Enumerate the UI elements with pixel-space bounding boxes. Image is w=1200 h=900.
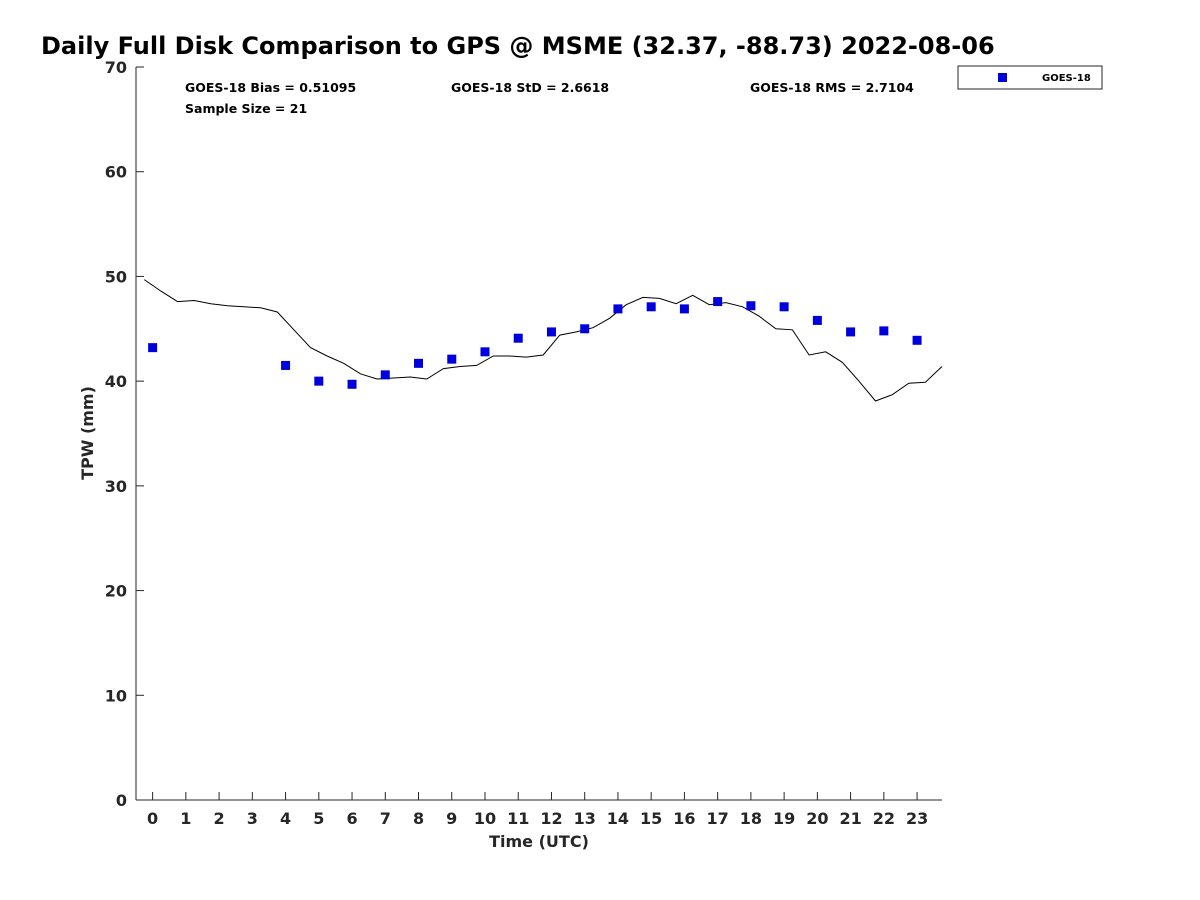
stat-std: GOES-18 StD = 2.6618 <box>451 80 609 95</box>
x-tick-label: 9 <box>446 809 457 828</box>
goes18-point <box>480 347 490 357</box>
goes18-point <box>746 301 756 311</box>
goes18-point <box>414 358 424 368</box>
goes18-point <box>281 360 291 370</box>
goes18-point <box>613 304 623 314</box>
x-axis-label: Time (UTC) <box>489 832 589 851</box>
x-tick-label: 7 <box>380 809 391 828</box>
y-tick-label: 0 <box>116 791 127 810</box>
goes18-point <box>912 335 922 345</box>
x-ticks: 0 1 2 3 4 5 6 7 8 9 10 11 12 13 14 15 16 17 18 19 20 21 22 23 <box>147 792 928 828</box>
x-tick-label: 13 <box>574 809 596 828</box>
stat-rms: GOES-18 RMS = 2.7104 <box>750 80 914 95</box>
goes18-point <box>347 379 357 389</box>
x-tick-label: 11 <box>507 809 529 828</box>
goes18-point <box>812 315 822 325</box>
chart-title: Daily Full Disk Comparison to GPS @ MSME… <box>41 32 995 60</box>
y-tick-label: 40 <box>105 372 127 391</box>
x-tick-label: 2 <box>214 809 225 828</box>
goes18-point <box>314 376 324 386</box>
x-tick-label: 23 <box>906 809 928 828</box>
x-tick-label: 20 <box>806 809 828 828</box>
y-tick-label: 50 <box>105 267 127 286</box>
x-tick-label: 15 <box>640 809 662 828</box>
goes18-point <box>879 326 889 336</box>
stat-bias: GOES-18 Bias = 0.51095 <box>185 80 356 95</box>
y-tick-label: 10 <box>105 686 127 705</box>
legend-label-goes18: GOES-18 <box>1042 73 1091 84</box>
x-tick-label: 19 <box>773 809 795 828</box>
x-tick-label: 6 <box>346 809 357 828</box>
y-ticks: 0 10 20 30 40 50 60 70 <box>105 58 144 810</box>
x-tick-label: 21 <box>839 809 861 828</box>
stat-sample-size: Sample Size = 21 <box>185 101 307 116</box>
x-tick-label: 4 <box>280 809 291 828</box>
goes18-point <box>779 302 789 312</box>
goes18-point <box>380 370 390 380</box>
goes18-point <box>148 343 158 353</box>
x-tick-label: 0 <box>147 809 158 828</box>
y-axis-label: TPW (mm) <box>78 386 97 480</box>
goes18-point <box>846 327 856 337</box>
legend-box <box>957 65 1103 90</box>
x-tick-label: 22 <box>873 809 895 828</box>
y-tick-label: 20 <box>105 582 127 601</box>
gps-line-layer <box>144 279 943 402</box>
x-tick-label: 3 <box>247 809 258 828</box>
x-tick-label: 8 <box>413 809 424 828</box>
x-tick-label: 16 <box>673 809 695 828</box>
goes18-point <box>679 304 689 314</box>
goes18-point <box>513 333 523 343</box>
goes18-point <box>646 302 656 312</box>
y-tick-label: 60 <box>105 163 127 182</box>
gps-tpw-line <box>144 279 943 402</box>
goes18-markers <box>148 297 922 389</box>
x-tick-label: 5 <box>313 809 324 828</box>
x-tick-label: 1 <box>180 809 191 828</box>
goes18-point <box>713 297 723 307</box>
x-tick-label: 12 <box>540 809 562 828</box>
x-tick-label: 18 <box>740 809 762 828</box>
x-tick-label: 10 <box>474 809 496 828</box>
legend: GOES-18 <box>957 65 1103 90</box>
legend-marker-goes18 <box>998 73 1007 82</box>
y-tick-label: 30 <box>105 477 127 496</box>
goes18-point <box>546 327 556 337</box>
x-tick-label: 14 <box>607 809 629 828</box>
goes18-point <box>447 354 457 364</box>
x-tick-label: 17 <box>707 809 729 828</box>
y-tick-label: 70 <box>105 58 127 77</box>
goes18-point <box>580 324 590 334</box>
